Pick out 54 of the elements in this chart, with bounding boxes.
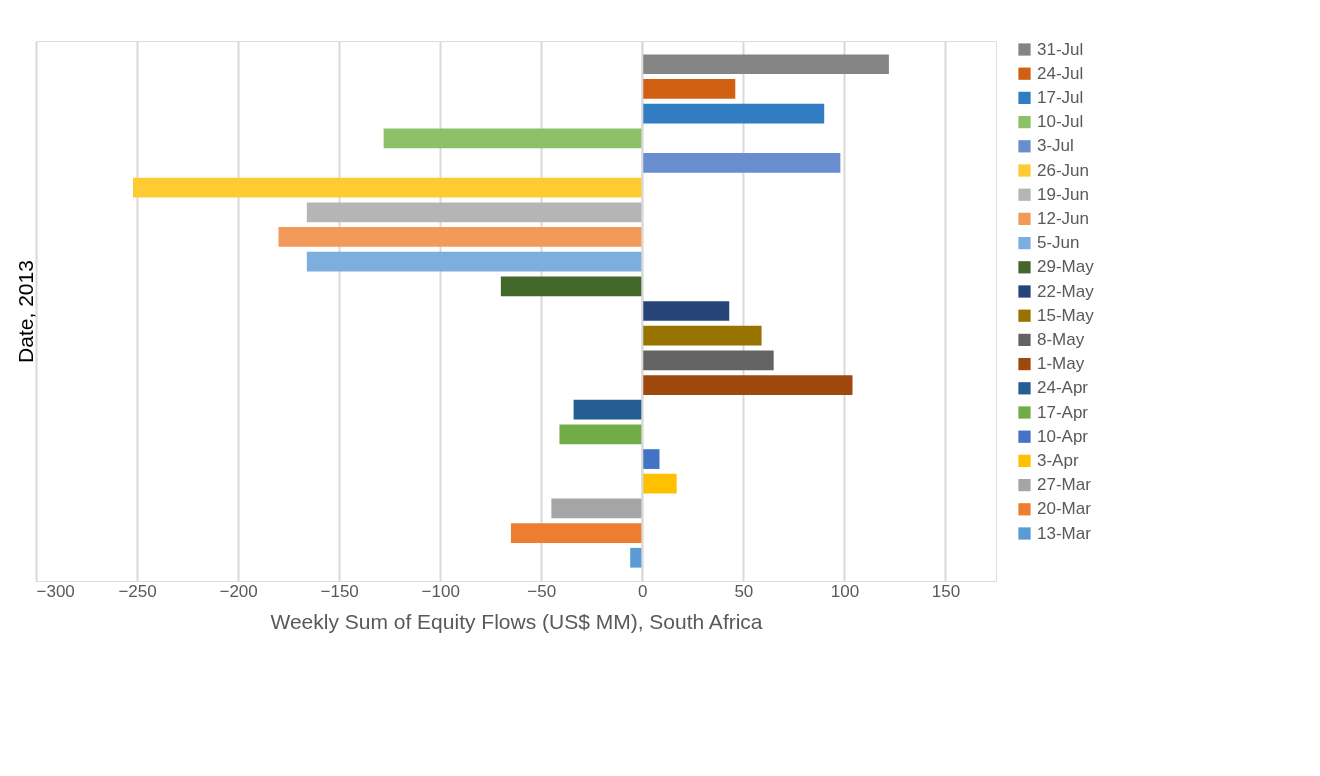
legend-label: 1-May	[1037, 354, 1085, 374]
bar	[383, 128, 643, 149]
x-tick-label: −150	[320, 581, 359, 601]
bar	[306, 202, 643, 223]
bar	[642, 153, 841, 173]
legend-label: 13-Mar	[1037, 523, 1092, 543]
x-tick-label: −200	[219, 581, 258, 601]
legend-label: 19-Jun	[1037, 184, 1089, 204]
y-axis-title: Date, 2013	[13, 260, 37, 363]
legend-label: 29-May	[1037, 257, 1095, 277]
x-tick-label: 50	[734, 581, 754, 601]
bar	[642, 54, 889, 75]
legend-label: 20-Mar	[1037, 499, 1092, 519]
x-tick-label: 150	[931, 581, 961, 601]
bar	[551, 498, 643, 519]
bar	[630, 547, 643, 568]
legend-label: 26-Jun	[1037, 160, 1089, 180]
legend-label: 24-Jul	[1037, 63, 1084, 83]
x-tick-label: 0	[638, 581, 648, 601]
x-tick-label: −100	[421, 581, 460, 601]
legend-label: 17-Apr	[1037, 402, 1089, 422]
bar	[573, 399, 643, 420]
x-tick-label: −250	[118, 581, 157, 601]
bar	[642, 103, 825, 124]
legend-label: 27-Mar	[1037, 475, 1092, 495]
bar	[642, 79, 736, 99]
bar	[500, 276, 643, 297]
legend-label: 31-Jul	[1037, 39, 1084, 59]
x-tick-label: 100	[830, 581, 860, 601]
legend-label: 24-Apr	[1037, 378, 1089, 398]
bar	[133, 177, 643, 198]
legend-label: 15-May	[1037, 305, 1095, 325]
legend-label: 10-Apr	[1037, 426, 1089, 446]
bar	[642, 449, 660, 469]
bar	[642, 325, 762, 346]
x-tick-label: −50	[527, 581, 557, 601]
legend-label: 17-Jul	[1037, 87, 1084, 107]
legend-label: 3-Apr	[1037, 450, 1079, 470]
bar	[306, 251, 643, 272]
x-tick-label: −300	[36, 581, 75, 601]
legend-label: 5-Jun	[1037, 233, 1080, 253]
bar	[642, 350, 774, 371]
legend-label: 10-Jul	[1037, 112, 1084, 132]
bar	[510, 523, 643, 543]
bar	[559, 424, 643, 445]
bar	[278, 227, 643, 247]
bar	[642, 301, 730, 321]
bar	[642, 375, 853, 395]
legend-label: 22-May	[1037, 281, 1095, 301]
legend-label: 12-Jun	[1037, 208, 1089, 228]
legend-label: 8-May	[1037, 329, 1085, 349]
legend-label: 3-Jul	[1037, 136, 1074, 156]
bar	[642, 473, 677, 494]
x-axis-title: Weekly Sum of Equity Flows (US$ MM), South Africa	[270, 609, 763, 633]
